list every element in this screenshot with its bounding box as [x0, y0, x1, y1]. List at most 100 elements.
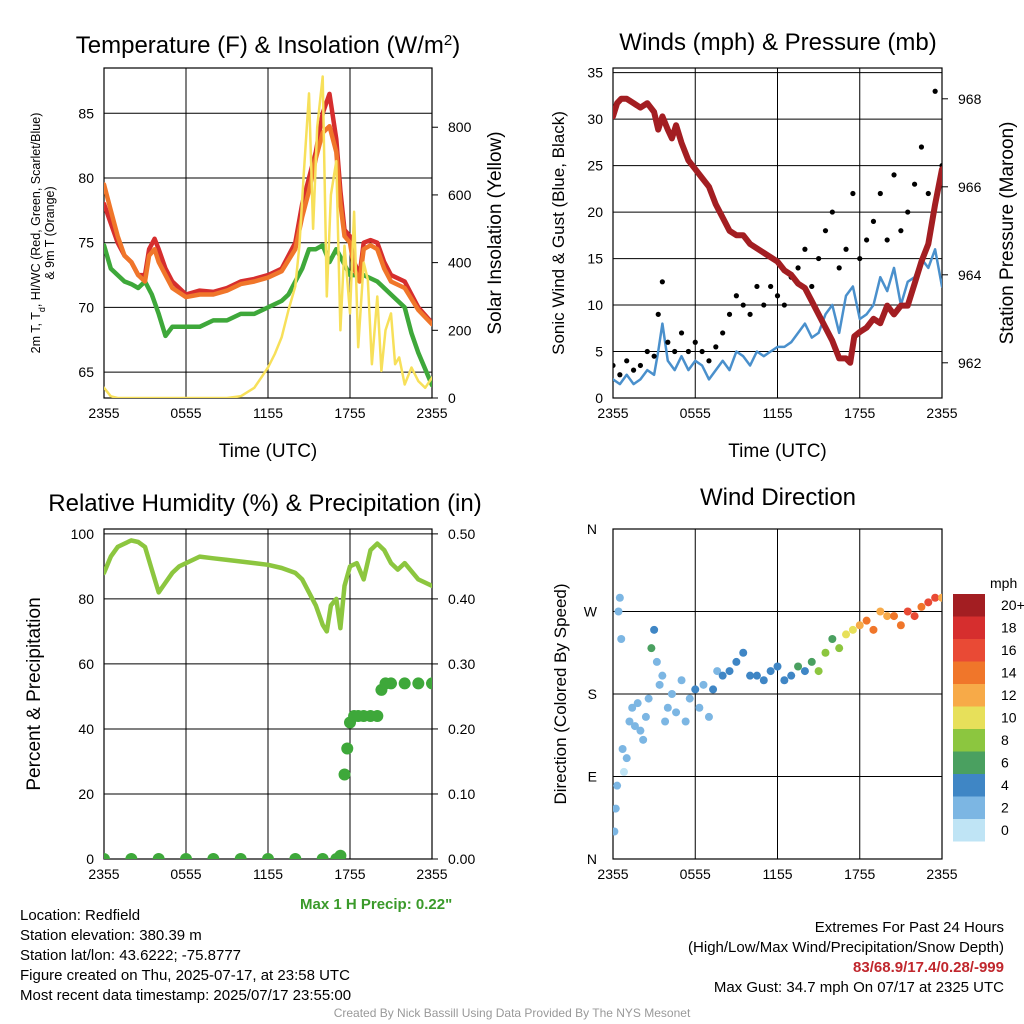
y-tick-label: S: [588, 686, 597, 702]
data-point: [814, 667, 823, 676]
y2-axis-label: Station Pressure (Maroon): [997, 122, 1018, 345]
colorbar-label: 8: [1001, 732, 1009, 748]
x-tick-label: 2355: [88, 405, 119, 421]
x-tick-label: 1755: [334, 866, 365, 882]
colorbar-swatch: [953, 661, 985, 684]
colorbar-swatch: [953, 819, 985, 842]
data-point: [152, 853, 165, 859]
data-point: [613, 804, 620, 813]
station-elevation: Station elevation: 380.39 m: [20, 927, 202, 944]
colorbar-swatch: [953, 751, 985, 774]
data-point: [630, 367, 637, 373]
series-precipitation: [104, 677, 432, 859]
data-point: [619, 767, 628, 776]
data-point: [615, 593, 624, 602]
data-point: [624, 358, 630, 364]
data-point: [678, 330, 685, 336]
data-point: [759, 676, 768, 685]
data-point: [740, 302, 746, 308]
data-point: [695, 703, 704, 712]
data-point: [842, 630, 851, 639]
chart-panel-1: Temperature (F) & Insolation (W/m2)2355 0…: [29, 32, 506, 463]
y2-tick-label: 964: [958, 267, 982, 283]
y-tick-label: 40: [78, 721, 94, 737]
data-point: [896, 621, 905, 630]
data-point: [316, 853, 329, 859]
y-tick-label: 10: [587, 297, 603, 313]
y-axis-label: 2m T, Td, HI/WC (Red, Green, Scarlet/Blu…: [29, 113, 57, 354]
data-point: [685, 348, 691, 355]
x-tick-label: 2355: [416, 405, 447, 421]
data-point: [207, 853, 220, 859]
data-point: [622, 754, 631, 763]
data-point: [787, 671, 796, 680]
x-tick-label: 1155: [762, 405, 792, 421]
data-point: [618, 745, 627, 753]
data-point: [614, 607, 623, 616]
data-point: [890, 612, 899, 621]
x-axis-label: Time (UTC): [728, 441, 827, 462]
x-tick-label: 0555: [680, 866, 711, 882]
x-tick-label: 1755: [844, 866, 875, 882]
data-point: [104, 853, 110, 859]
y-tick-label: 15: [587, 251, 603, 267]
data-point: [234, 853, 247, 859]
y-tick-label: W: [584, 604, 598, 620]
data-point: [766, 667, 775, 676]
series-gust: [613, 88, 942, 378]
colorbar-swatch: [953, 684, 985, 707]
colorbar-swatch: [953, 706, 985, 729]
data-point: [768, 283, 774, 290]
data-point: [857, 255, 863, 262]
y2-tick-label: 0: [448, 390, 456, 406]
data-point: [655, 311, 661, 317]
data-point: [720, 330, 726, 336]
data-point: [836, 265, 842, 271]
data-point: [691, 685, 700, 694]
data-point: [650, 625, 659, 634]
wind-direction-chart-title: Wind Direction: [700, 484, 856, 511]
colorbar-label: 10: [1001, 710, 1017, 726]
data-point: [713, 667, 722, 676]
y2-tick-label: 0.00: [448, 851, 475, 867]
data-point: [692, 339, 698, 345]
y-axis-label: Percent & Precipitation: [24, 597, 45, 790]
colorbar-title: mph: [990, 575, 1017, 591]
y2-tick-label: 968: [958, 91, 982, 107]
y-tick-label: 0: [595, 390, 603, 406]
data-point: [658, 671, 667, 680]
x-tick-label: 1155: [762, 866, 792, 882]
data-point: [412, 677, 425, 690]
data-point: [262, 853, 274, 859]
colorbar-label: 14: [1001, 665, 1017, 681]
y-tick-label: 5: [595, 344, 603, 360]
data-point: [625, 717, 634, 726]
y-tick-label: 30: [587, 111, 603, 127]
data-point: [652, 657, 661, 666]
station-info: Location: Redfield Station elevation: 38…: [20, 906, 351, 1006]
y-tick-label: 35: [587, 65, 603, 81]
colorbar-swatch: [953, 796, 985, 819]
data-point: [613, 362, 616, 369]
x-tick-label: 0555: [170, 866, 201, 882]
extremes-title: Extremes For Past 24 Hours: [814, 919, 1004, 936]
series-relative-humidity: [104, 538, 432, 634]
chart-panel-3: Relative Humidity (%) & Precipitation (i…: [24, 490, 482, 882]
data-point: [816, 255, 822, 262]
y-axis-label: Direction (Colored By Speed): [551, 583, 570, 804]
data-point: [747, 311, 753, 317]
data-point: [338, 768, 351, 781]
y2-tick-label: 0.10: [448, 786, 475, 802]
x-tick-label: 2355: [926, 405, 957, 421]
data-point: [718, 671, 727, 680]
data-point: [630, 722, 639, 731]
recent-timestamp: Most recent data timestamp: 2025/07/17 2…: [20, 987, 352, 1004]
data-point: [911, 181, 918, 187]
data-point: [681, 717, 690, 726]
data-point: [794, 662, 803, 671]
data-point: [699, 680, 708, 689]
data-point: [651, 353, 657, 359]
y-tick-label: 85: [78, 105, 94, 121]
data-point: [733, 293, 739, 299]
figure-created: Figure created on Thu, 2025-07-17, at 23…: [20, 967, 350, 984]
